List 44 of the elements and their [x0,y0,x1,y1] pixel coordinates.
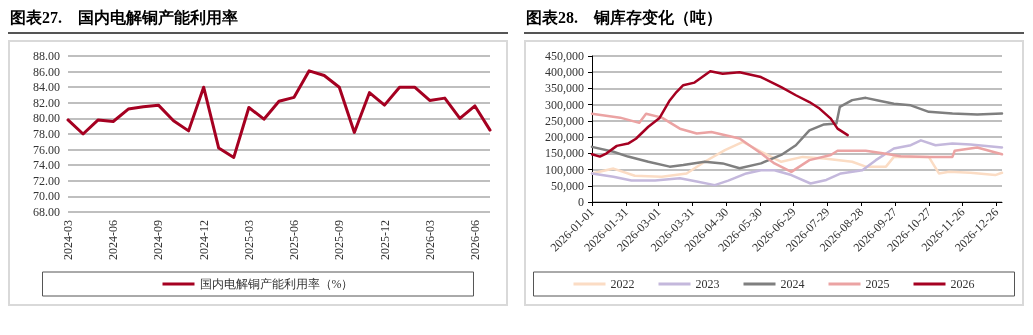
line-series [590,112,1004,174]
x-tick-label: 2024-09 [151,220,166,260]
y-tick-label: 72.00 [33,173,60,188]
legend-label: 2023 [695,277,720,291]
x-tick-label: 2024-03 [61,220,75,260]
y-tick-label: 76.00 [33,142,60,157]
y-tick-label: 200,000 [545,130,584,145]
y-tick-label: 70.00 [33,189,60,204]
x-tick-label: 2026-06 [467,220,482,260]
x-tick-label: 2026-03 [422,220,437,260]
x-tick-label: 2025-09 [332,220,347,260]
y-tick-label: 78.00 [33,127,60,141]
legend-label: 2024 [780,277,805,291]
y-tick-label: 88.00 [33,49,60,63]
y-tick-label: 68.00 [33,205,60,219]
x-tick-label: 2025-12 [377,220,392,260]
legend-label: 2022 [610,277,635,291]
line-series [590,139,1004,187]
chart-title: 图表28. 铜库存变化（吨） [524,8,1024,34]
x-tick-label: 2024-12 [196,220,211,260]
x-tick-label: 2025-06 [287,220,302,260]
y-tick-label: 350,000 [545,81,584,96]
line-series [590,70,849,158]
y-tick-label: 82.00 [33,95,60,110]
y-tick-label: 450,000 [545,49,584,63]
y-tick-label: 80.00 [33,111,60,126]
y-tick-label: 0 [578,195,584,209]
y-tick-label: 50,000 [551,178,584,193]
legend-label: 2025 [865,277,890,291]
line-series [590,96,1004,170]
y-tick-label: 100,000 [545,162,584,177]
y-tick-label: 86.00 [33,64,60,79]
y-tick-label: 150,000 [545,146,584,161]
chart-title: 图表27. 国内电解铜产能利用率 [8,8,508,34]
y-tick-label: 250,000 [545,113,584,128]
legend-label: 2026 [950,277,975,291]
y-tick-label: 400,000 [545,65,584,80]
y-tick-label: 300,000 [545,97,584,112]
y-tick-label: 84.00 [33,80,60,95]
line-series [66,69,492,159]
x-tick-label: 2024-06 [106,220,121,260]
x-tick-label: 2025-03 [241,220,256,260]
legend-label: 国内电解铜产能利用率（%） [199,277,354,291]
y-tick-label: 74.00 [33,158,60,173]
